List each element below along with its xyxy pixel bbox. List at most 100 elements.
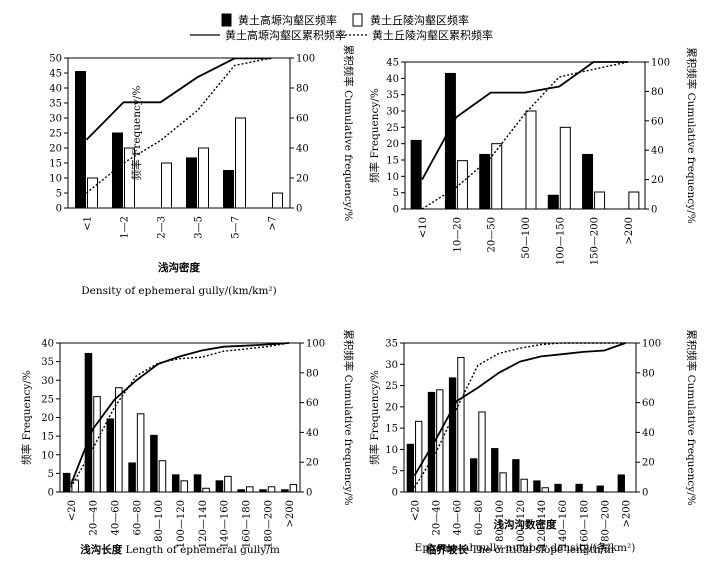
x-axis-label-cn: 临界坡长	[426, 543, 468, 556]
x-tick-label: 160—180	[241, 500, 252, 548]
x-axis-label-cn: 浅沟密度	[158, 261, 200, 274]
x-tick-label: 50—100	[521, 217, 532, 259]
y-tick-label: 10	[386, 172, 399, 183]
y-tick-label: 35	[41, 357, 54, 368]
bar-hill-freq	[628, 191, 640, 210]
bar-high-freq	[237, 489, 245, 493]
bar-hill-freq	[520, 478, 528, 493]
y-tick-label: 5	[392, 466, 398, 477]
x-tick-label: 100—120	[176, 500, 187, 548]
x-tick-label: <20	[67, 500, 78, 521]
bar-high-freq	[469, 458, 478, 493]
bar-high-freq	[193, 474, 202, 493]
bar-hill-freq	[87, 177, 98, 209]
y2-tick-label: 20	[306, 458, 319, 469]
x-tick-label: <20	[411, 500, 422, 521]
bar-hill-freq	[224, 475, 232, 493]
x-axis-label-en: Ephemeral gully number density/(条/km²)	[415, 541, 636, 554]
y-tick-label: 20	[41, 413, 54, 424]
y-tick-label: 30	[385, 360, 398, 371]
x-tick-label: 120—140	[537, 500, 548, 548]
x-tick-label: >7	[268, 216, 279, 231]
x-tick-label: 80—100	[495, 500, 506, 542]
x-axis-label: 临界坡长 The critical slope length/m	[426, 543, 614, 556]
y2-tick-label: 60	[642, 398, 655, 409]
x-tick-label: 150—200	[590, 217, 601, 265]
y2-tick-label: 0	[306, 488, 312, 499]
x-tick-label: 5—7	[231, 216, 242, 239]
x-tick-label: <10	[418, 217, 429, 238]
y-tick-label: 25	[386, 123, 399, 134]
x-tick-label: 100—120	[516, 500, 527, 548]
bar-hill-freq	[158, 460, 167, 493]
plot-frame	[67, 57, 291, 209]
bar-hill-freq	[594, 191, 606, 210]
y2-tick-label: 80	[296, 84, 309, 95]
x-tick-label: 40—60	[453, 500, 464, 535]
y2-tick-label: 60	[306, 398, 319, 409]
y-tick-label: 25	[385, 381, 398, 392]
bar-high-freq	[617, 474, 625, 493]
y-tick-label: 45	[386, 58, 399, 69]
x-axis-label-en: Density of ephemeral gully/(km/km²)	[81, 285, 276, 297]
bar-hill-freq	[289, 484, 298, 493]
y-axis-label: 频率 Frequency/%	[20, 370, 33, 465]
bar-high-freq	[554, 483, 562, 493]
bar-high-freq	[112, 132, 123, 209]
bar-high-freq	[215, 480, 224, 493]
bar-hill-freq	[478, 411, 486, 493]
y-tick-label: 10	[41, 450, 54, 461]
bar-high-freq	[281, 489, 289, 493]
y2-axis-label: 累积频率 Cumulative frequency/%	[342, 45, 355, 221]
x-tick-label: <1	[83, 216, 94, 231]
x-tick-label: >200	[624, 217, 635, 244]
bar-hill-freq	[457, 356, 465, 493]
y-tick-label: 20	[386, 139, 399, 150]
bar-hill-freq	[456, 160, 468, 210]
y-axis-label: 频率 Frequency/%	[368, 88, 381, 183]
legend-label-high-freq: 黄土高塬沟壑区频率	[238, 13, 337, 27]
bar-hill-freq	[499, 472, 507, 493]
bar-hill-freq	[161, 162, 172, 209]
y-tick-label: 40	[41, 339, 54, 350]
bar-high-freq	[62, 472, 71, 493]
y-tick-label: 30	[386, 107, 399, 118]
chart-panel-critical-slope-length: 0 5 10 15 20 25 30 35 0 20 40 60 80 100 <20 20—40 40—60 6…	[368, 329, 698, 556]
bar-hill-freq	[245, 486, 254, 493]
bar-high-freq	[128, 462, 136, 493]
bar-high-freq	[171, 474, 180, 493]
bar-hill-freq	[202, 487, 210, 493]
y-tick-label: 10	[49, 174, 62, 185]
y-tick-label: 40	[386, 74, 399, 85]
y2-tick-label: 100	[296, 54, 315, 65]
bar-high-freq	[575, 483, 583, 493]
x-tick-label: 100—150	[555, 217, 566, 265]
bar-high-freq	[533, 480, 541, 493]
bar-hill-freq	[115, 387, 123, 493]
line-high-cumulative	[421, 61, 628, 181]
y2-tick-label: 80	[642, 368, 655, 379]
bar-high-freq	[479, 153, 491, 210]
bar-high-freq	[223, 170, 234, 209]
y2-tick-label: 100	[642, 339, 661, 350]
line-high-cumulative	[413, 342, 626, 477]
bar-hill-freq	[198, 147, 209, 209]
bar-high-freq	[259, 489, 267, 493]
x-axis-label-cn: 浅沟长度	[80, 543, 122, 556]
y-axis-label: 频率 Frequency/%	[130, 86, 143, 181]
y2-tick-label: 80	[651, 87, 664, 98]
legend-swatch-hill-freq	[352, 13, 363, 27]
x-tick-label: 120—140	[198, 500, 209, 548]
x-axis-label-en: Length of ephemeral gully/m	[122, 544, 280, 556]
y2-tick-label: 0	[642, 488, 648, 499]
bar-hill-freq	[124, 147, 135, 209]
line-hill-cumulative	[70, 342, 290, 488]
y-tick-label: 20	[385, 402, 398, 413]
x-tick-label: 20—50	[487, 217, 498, 252]
legend-label-hill-cum: 黄土丘陵沟壑区累积频率	[372, 28, 493, 42]
y2-tick-label: 100	[651, 58, 670, 69]
y-axis-label: 频率 Frequency/%	[368, 370, 381, 465]
x-tick-label: 10—20	[452, 217, 463, 252]
bar-hill-freq	[525, 110, 537, 210]
